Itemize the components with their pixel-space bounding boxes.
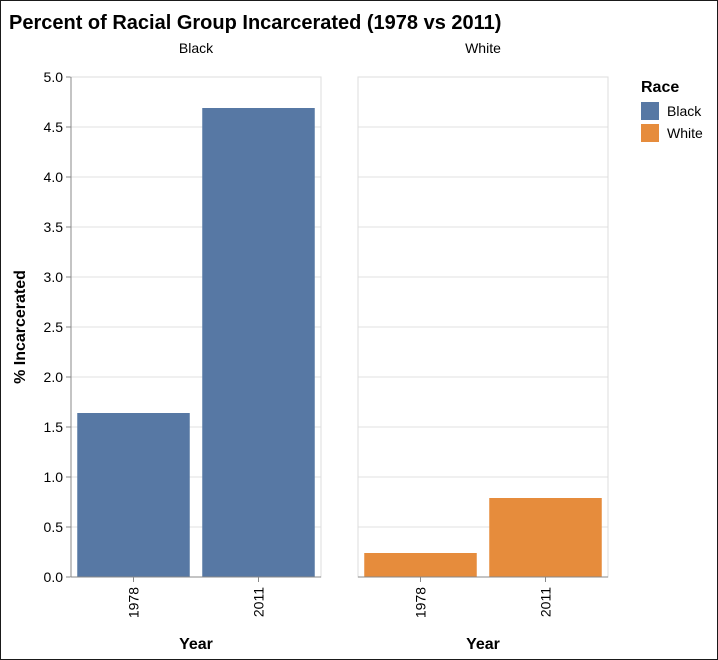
y-tick-label: 5.0 [44,69,64,85]
facet-panel-white: White 1978 2011 Year [357,40,609,653]
y-axis-title: % Incarcerated [12,270,29,384]
bar-black-1978 [77,413,190,577]
facet-label: Black [179,40,214,56]
legend-swatch-black [641,102,659,120]
y-tick-label: 4.0 [44,169,64,185]
x-tick-label: 1978 [413,587,429,618]
y-tick-label: 1.0 [44,469,64,485]
x-tick-label: 1978 [126,587,142,618]
y-tick-label: 0.0 [44,569,64,585]
legend-label: White [667,125,703,141]
y-tick-label: 0.5 [44,519,64,535]
legend-swatch-white [641,124,659,142]
x-tick-label: 2011 [538,587,554,617]
facets: 0.0 0.5 1.0 1.5 2.0 2.5 3.0 3.5 4.0 4.5 5.0 Black 19… [44,40,609,653]
x-tick-label: 2011 [251,587,267,617]
y-tick-label: 2.5 [44,319,64,335]
bar-white-1978 [364,553,477,577]
y-tick-label: 3.0 [44,269,64,285]
y-tick-label: 2.0 [44,369,64,385]
x-axis-title: Year [179,636,213,653]
chart-title: Percent of Racial Group Incarcerated (19… [9,12,501,34]
x-axis-title: Year [466,636,500,653]
legend-title: Race [641,79,679,96]
y-tick-label: 4.5 [44,119,64,135]
y-tick-label: 3.5 [44,219,64,235]
y-tick-label: 1.5 [44,419,64,435]
facet-panel-black: 0.0 0.5 1.0 1.5 2.0 2.5 3.0 3.5 4.0 4.5 5.0 Black 19… [44,40,322,653]
bar-white-2011 [489,498,602,577]
facet-label: White [465,40,501,56]
legend-label: Black [667,103,702,119]
bar-black-2011 [202,108,315,577]
legend: Race Black White [641,79,703,142]
